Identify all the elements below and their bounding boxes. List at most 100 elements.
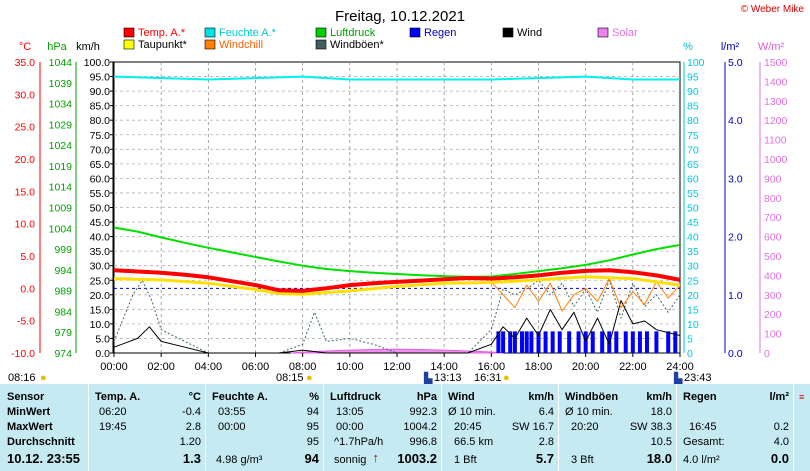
rain-bar <box>644 331 649 353</box>
moon-icon: ▙ <box>424 373 433 385</box>
axis-tick-label: 1014 <box>49 182 73 194</box>
axis-tick-label: -10.0 <box>11 348 35 360</box>
temp-column: Temp. A. °C 06:20 -0.4 19:45 2.8 1.20 1.… <box>89 384 205 471</box>
temp-current: 1.3 <box>182 451 201 466</box>
wind-bft: 1 Bft <box>454 454 477 466</box>
axis-tick-label: 30 <box>687 261 699 273</box>
axis-tick-label: -5.0 <box>17 316 35 328</box>
axis-tick-label: 400 <box>764 270 782 282</box>
gust-avg: 10.5 <box>650 436 672 448</box>
legend-swatch <box>409 27 421 38</box>
axis-tick-label: 2.0 <box>728 232 743 244</box>
wind-unit: km/h <box>528 391 554 403</box>
axis-unit-label: km/h <box>76 41 100 53</box>
legend-swatch <box>315 27 327 38</box>
rain-bar <box>501 331 506 353</box>
axis-tick-label: 40.0 <box>90 232 111 244</box>
wind-column: Wind km/h Ø 10 min. 6.4 20:45 SW 16.7 66… <box>442 384 558 471</box>
pressure-current: 1003.2 <box>397 451 437 466</box>
rain-current: 0.0 <box>770 451 789 466</box>
humidity-avg: 95 <box>306 436 319 448</box>
series-line <box>113 75 680 81</box>
gust-max: SW 38.3 <box>629 421 672 433</box>
axis-tick-label: 100 <box>687 57 705 69</box>
rain-bar <box>600 331 605 353</box>
pressure-max-time: 00:00 <box>336 421 364 433</box>
gust-max-time: 20:20 <box>571 421 599 433</box>
rain-bar <box>673 331 678 353</box>
rain-layer <box>496 331 678 353</box>
sensor-column: Sensor MinWert MaxWert Durchschnitt 10.1… <box>0 384 88 471</box>
axis-tick-label: 1009 <box>49 203 73 215</box>
axis-tick-label: 1200 <box>764 115 788 127</box>
trend-up-icon: ↑ <box>372 450 380 465</box>
axis-tick-label: 1044 <box>49 57 73 69</box>
axis-tick-label: 20.0 <box>15 154 36 166</box>
legend-swatch <box>315 39 327 50</box>
axis-tick-label: 5.0 <box>728 57 743 69</box>
axis-tick-label: 95 <box>687 72 699 84</box>
rain-bar <box>637 331 642 353</box>
gust-column: Windböen km/h Ø 10 min. 18.0 20:20 SW 38… <box>559 384 676 471</box>
chart-title: Freitag, 10.12.2021 <box>335 8 465 25</box>
rain-bar <box>557 331 562 353</box>
humidity-current: 94 <box>304 451 319 466</box>
axis-tick-label: 3.0 <box>728 173 743 185</box>
axis-tick-label: 35 <box>687 246 699 258</box>
grid <box>114 62 680 353</box>
sun-icon: ● <box>503 372 510 384</box>
rain-bar <box>583 331 588 353</box>
rain-bar <box>496 331 501 353</box>
axis-tick-label: 80 <box>687 115 699 127</box>
axis-tick-label: 500 <box>764 251 782 263</box>
humidity-unit: % <box>309 391 319 403</box>
legend-label: Luftdruck <box>330 27 376 39</box>
axis-tick-label: 1024 <box>49 140 73 152</box>
axis-tick-label: 1.0 <box>728 290 743 302</box>
axis-tick-label: 600 <box>764 232 782 244</box>
legend-label: Regen <box>424 27 456 39</box>
x-tick-label: 02:00 <box>147 361 175 372</box>
legend-swatch <box>204 27 216 38</box>
humidity-min-time: 03:55 <box>218 406 246 418</box>
axis-tick-label: 10 <box>687 319 699 331</box>
lines-layer <box>113 75 681 354</box>
wind-distance: 66.5 km <box>454 436 494 448</box>
x-tick-label: 16:00 <box>478 361 506 372</box>
axis-tick-label: 1100 <box>764 135 787 147</box>
axis-tick-label: 25.0 <box>15 122 36 134</box>
rain-bar <box>607 331 612 353</box>
axis-tick-label: 1004 <box>49 223 73 235</box>
rain-bar <box>630 331 635 353</box>
legend: Temp. A.* Feuchte A.* Luftdruck Regen Wind So… <box>123 27 638 51</box>
rain-header: Regen <box>683 391 717 403</box>
gust-bft: 3 Bft <box>571 454 594 466</box>
solar-area <box>290 348 504 354</box>
x-tick-label: 22:00 <box>619 361 647 372</box>
axis-tick-label: 979 <box>54 327 72 339</box>
avg-label: Durchschnitt <box>7 436 75 448</box>
axis-tick-label: 20.0 <box>90 290 111 302</box>
axis-tick-label: 100 <box>764 329 782 341</box>
rain-bar <box>654 331 659 353</box>
rain-bar <box>508 331 513 353</box>
wind-avg: 2.8 <box>538 436 554 448</box>
axis-tick-label: 1039 <box>49 78 73 90</box>
axis-tick-label: 100.0 <box>84 57 110 69</box>
axis-tick-label: 1029 <box>49 119 73 131</box>
rain-total: 4.0 <box>773 436 789 448</box>
x-tick-label: 20:00 <box>572 361 600 372</box>
x-axis: 00:00 02:00 04:00 06:00 08:00 10:00 12:00 14:00… <box>100 353 694 372</box>
x-tick-label: 08:00 <box>289 361 317 372</box>
axis-tick-label: 90.0 <box>90 86 111 98</box>
axis-tick-label: 70 <box>687 144 699 156</box>
sun-icon: ● <box>306 372 313 384</box>
axis-tick-label: 5.0 <box>95 333 110 345</box>
x-tick-label: 12:00 <box>383 361 411 372</box>
axis-tick-label: 45.0 <box>90 217 111 229</box>
sensor-header: Sensor <box>7 391 45 403</box>
axis-tick-label: 55 <box>687 188 699 200</box>
axis-tick-label: 35.0 <box>90 246 111 258</box>
axis-tick-label: 35.0 <box>15 57 36 69</box>
axis-tick-label: 45 <box>687 217 699 229</box>
